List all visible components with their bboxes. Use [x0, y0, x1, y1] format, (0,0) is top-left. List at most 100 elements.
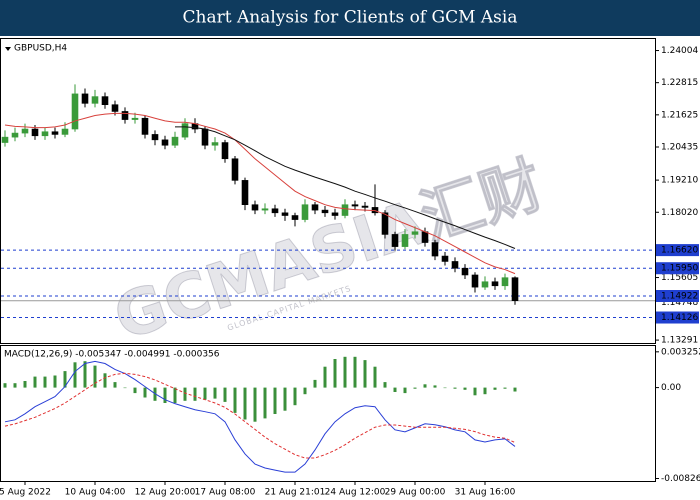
histogram-bar [283, 387, 287, 411]
candle-body [141, 117, 149, 135]
candle-body [211, 142, 219, 146]
moving-average [175, 126, 516, 249]
histogram-bar [483, 387, 487, 395]
candle-body [91, 96, 99, 104]
histogram-bar [423, 384, 427, 388]
histogram-bar [473, 387, 477, 396]
candle-body [81, 93, 89, 104]
x-tick-label: 5 Aug 2022 [0, 488, 51, 498]
candle-body [101, 96, 109, 106]
macd-line [4, 372, 516, 459]
histogram-bar [393, 387, 397, 392]
candle-body [391, 234, 399, 247]
histogram-bar [193, 387, 197, 401]
price-line-label: 1.14748 [661, 298, 698, 308]
y-tick-label: 1.19210 [661, 176, 698, 186]
y-tick-label: 1.18020 [661, 208, 698, 218]
y-tick-label: 1.24004 [661, 46, 698, 56]
histogram-bar [443, 387, 447, 389]
candle-body [151, 134, 159, 141]
histogram-bar [383, 382, 387, 388]
histogram-bar [243, 387, 247, 420]
histogram-bar [33, 376, 37, 388]
x-tick-label: 29 Aug 00:00 [385, 488, 446, 498]
y-tick-label: 1.21625 [661, 110, 698, 120]
candle-body [311, 204, 319, 211]
histogram-bar [503, 387, 507, 389]
histogram-bar [103, 373, 107, 388]
y-tick-label: -0.008265 [661, 474, 700, 484]
candle-body [411, 231, 419, 235]
x-tick-label: 21 Aug 21:01 [265, 488, 326, 498]
candle-body [281, 212, 289, 216]
symbol-marker [5, 47, 11, 51]
candle-body [231, 158, 239, 181]
candle-body [491, 281, 499, 287]
x-tick-label: 12 Aug 20:00 [135, 488, 196, 498]
candle-body [381, 212, 389, 235]
candle-body [201, 128, 209, 146]
y-tick-label: 1.15605 [661, 273, 698, 283]
macd-panel [0, 345, 656, 482]
level-label-box [656, 290, 699, 302]
y-tick-label: 1.13291 [661, 336, 698, 346]
histogram-bar [313, 379, 317, 388]
histogram-bar [293, 387, 297, 406]
candle-body [31, 128, 39, 137]
candle-body [1, 136, 9, 143]
candle-body [451, 261, 459, 269]
histogram-bar [233, 387, 237, 413]
histogram-bar [3, 383, 7, 388]
candle-body [111, 104, 119, 112]
price-panel [0, 38, 656, 344]
candle-body [251, 204, 259, 211]
candle-body [441, 255, 449, 262]
y-tick-label: 0.003252 [661, 347, 700, 357]
histogram-bar [363, 360, 367, 388]
candle-body [471, 274, 479, 288]
candle-body [301, 204, 309, 220]
histogram-bar [343, 356, 347, 388]
histogram-bar [513, 387, 517, 392]
histogram-bar [213, 387, 217, 399]
level-label: 1.14126 [661, 313, 698, 323]
candle-body [271, 208, 279, 214]
histogram-bar [63, 371, 67, 388]
histogram-bar [133, 387, 137, 394]
histogram-bar [23, 381, 27, 388]
candle-body [61, 128, 69, 135]
histogram-bar [113, 382, 117, 388]
candle-body [241, 180, 249, 206]
candle-body [291, 215, 299, 220]
candle-body [321, 209, 329, 214]
histogram-bar [163, 387, 167, 403]
histogram-bar [333, 359, 337, 388]
histogram-bar [13, 383, 17, 388]
level-label-box [656, 244, 699, 257]
candle-body [41, 131, 49, 137]
level-label: 1.16620 [661, 246, 698, 256]
panel-title: MACD(12,26,9) -0.005347 -0.004991 -0.000… [4, 350, 220, 360]
histogram-bar [203, 387, 207, 400]
histogram-bar [83, 361, 87, 388]
moving-average [4, 112, 516, 275]
candle-body [331, 212, 339, 216]
candle-body [421, 231, 429, 243]
histogram-bar [143, 387, 147, 398]
histogram-bar [403, 387, 407, 394]
candle-body [71, 93, 79, 130]
histogram-bar [353, 356, 357, 388]
candle-body [501, 277, 509, 287]
histogram-bar [183, 387, 187, 401]
x-tick-label: 24 Aug 12:00 [325, 488, 386, 498]
y-tick-label: 0.00 [661, 383, 681, 393]
candle-body [21, 128, 29, 134]
x-tick-label: 31 Aug 16:00 [455, 488, 516, 498]
histogram-bar [263, 387, 267, 419]
x-tick-label: 17 Aug 08:00 [195, 488, 256, 498]
candle-body [171, 136, 179, 146]
candle-body [121, 111, 129, 120]
level-label-box [656, 311, 699, 324]
macd-line [4, 360, 516, 473]
